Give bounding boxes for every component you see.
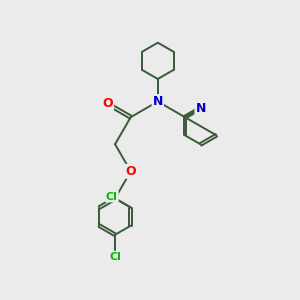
Text: O: O bbox=[125, 165, 136, 178]
Text: N: N bbox=[153, 95, 163, 108]
Text: Cl: Cl bbox=[109, 252, 121, 262]
Text: Cl: Cl bbox=[106, 192, 118, 202]
Text: O: O bbox=[102, 98, 113, 110]
Text: N: N bbox=[195, 102, 206, 115]
